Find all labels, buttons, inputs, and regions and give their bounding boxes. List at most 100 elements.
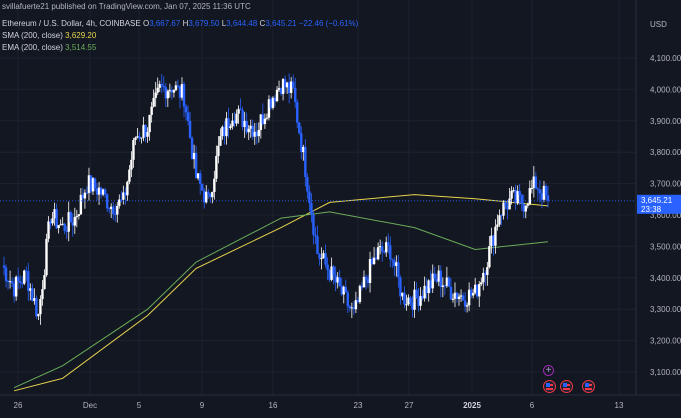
sma-legend[interactable]: SMA (200, close) 3,629.20 xyxy=(2,31,96,40)
candle xyxy=(23,269,26,286)
time-tick-label: 26 xyxy=(14,401,23,410)
add-event-button[interactable]: + xyxy=(543,365,554,376)
candle xyxy=(350,302,354,319)
candle xyxy=(292,74,295,90)
candle xyxy=(372,247,376,265)
candle xyxy=(360,281,364,291)
chart-grid xyxy=(0,0,636,395)
candle xyxy=(492,234,495,256)
candle xyxy=(188,111,192,139)
candle xyxy=(407,294,410,306)
candle xyxy=(516,185,519,205)
candle xyxy=(243,111,246,138)
candle xyxy=(362,270,366,288)
candle xyxy=(192,144,196,169)
candle xyxy=(504,200,507,210)
time-tick-label: 27 xyxy=(405,401,414,410)
symbol-legend[interactable]: Ethereum / U.S. Dollar, 4h, COINBASE O3,… xyxy=(2,19,358,28)
candle xyxy=(198,170,202,195)
candle xyxy=(99,186,103,199)
candle xyxy=(6,279,10,290)
candle xyxy=(510,186,513,205)
candle xyxy=(126,180,129,201)
candle xyxy=(528,180,531,206)
currency-label[interactable]: USD xyxy=(650,20,667,29)
candle xyxy=(251,119,254,140)
candle xyxy=(459,289,463,303)
candle xyxy=(346,290,349,314)
candle xyxy=(95,182,99,201)
candle xyxy=(344,279,347,293)
candle xyxy=(132,137,135,168)
candle xyxy=(77,214,81,220)
candle xyxy=(255,122,258,145)
price-tick-label: 3,800.00 xyxy=(650,148,681,157)
candle xyxy=(387,233,390,254)
candle xyxy=(441,277,445,298)
price-tick-label: 3,300.00 xyxy=(650,305,681,314)
candle xyxy=(45,233,48,277)
candle xyxy=(61,216,64,226)
candle xyxy=(433,266,436,282)
candle xyxy=(546,185,550,208)
candle xyxy=(540,189,544,209)
candle xyxy=(482,267,485,291)
candle xyxy=(87,167,91,201)
candle xyxy=(225,111,228,145)
candle xyxy=(289,77,293,99)
time-tick-label: Dec xyxy=(83,401,97,410)
candle xyxy=(91,176,95,196)
candle xyxy=(461,292,465,301)
candle xyxy=(342,285,345,304)
candle xyxy=(328,269,331,283)
candle xyxy=(152,89,155,108)
ohlc-values: O3,667.67 H3,679.50 L3,644.48 C3,645.21 xyxy=(143,19,299,28)
time-tick-label: 9 xyxy=(200,401,205,410)
candle xyxy=(138,131,141,142)
candle xyxy=(380,241,384,262)
candle xyxy=(478,281,481,307)
candle xyxy=(542,180,546,203)
candle xyxy=(405,294,408,311)
candle xyxy=(465,302,469,313)
candle xyxy=(520,193,523,211)
candle xyxy=(241,106,244,131)
candle xyxy=(33,288,36,305)
candle xyxy=(391,258,394,269)
us-flag-event-icon[interactable] xyxy=(582,380,595,393)
candle xyxy=(229,123,232,131)
price-change: −22.46 (−0.61%) xyxy=(298,19,359,28)
price-tick-label: 3,400.00 xyxy=(650,274,681,283)
candle xyxy=(37,313,40,321)
candle xyxy=(445,266,449,288)
candle xyxy=(134,136,137,146)
candle xyxy=(259,113,263,139)
candle xyxy=(265,113,269,121)
candle xyxy=(128,164,131,185)
candle xyxy=(318,252,321,266)
candle xyxy=(453,282,457,308)
candle xyxy=(110,203,113,219)
candle xyxy=(180,77,184,101)
ohlc-value: 3,645.21 xyxy=(265,19,299,28)
us-flag-event-icon[interactable] xyxy=(543,380,556,393)
candle xyxy=(231,113,234,130)
candle xyxy=(75,209,79,228)
candle xyxy=(253,122,256,145)
candle xyxy=(158,80,161,93)
candle xyxy=(136,127,139,139)
candle xyxy=(389,236,392,268)
candle xyxy=(304,139,307,187)
candle xyxy=(73,207,76,234)
us-flag-event-icon[interactable] xyxy=(560,380,573,393)
candle xyxy=(2,256,6,276)
candle xyxy=(201,183,204,191)
candle xyxy=(233,111,236,128)
candle xyxy=(427,279,430,302)
price-tick-label: 3,200.00 xyxy=(650,337,681,346)
candle xyxy=(39,295,42,325)
ema-legend[interactable]: EMA (200, close) 3,514.55 xyxy=(2,43,96,52)
candle xyxy=(467,282,471,312)
candle xyxy=(431,264,434,293)
